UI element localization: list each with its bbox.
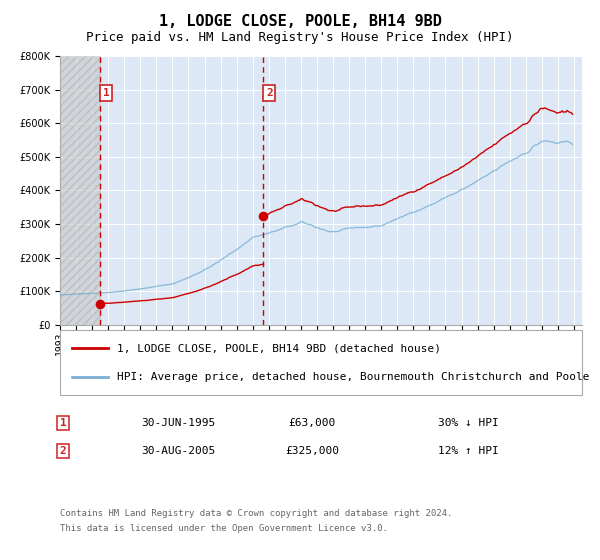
- Text: Price paid vs. HM Land Registry's House Price Index (HPI): Price paid vs. HM Land Registry's House …: [86, 31, 514, 44]
- Text: HPI: Average price, detached house, Bournemouth Christchurch and Poole: HPI: Average price, detached house, Bour…: [117, 372, 589, 382]
- Text: 1, LODGE CLOSE, POOLE, BH14 9BD: 1, LODGE CLOSE, POOLE, BH14 9BD: [158, 14, 442, 29]
- Point: [259, 211, 268, 220]
- Text: £63,000: £63,000: [289, 418, 335, 428]
- Text: 30-JUN-1995: 30-JUN-1995: [141, 418, 215, 428]
- Text: Contains HM Land Registry data © Crown copyright and database right 2024.: Contains HM Land Registry data © Crown c…: [60, 509, 452, 518]
- Text: 1, LODGE CLOSE, POOLE, BH14 9BD (detached house): 1, LODGE CLOSE, POOLE, BH14 9BD (detache…: [117, 343, 441, 353]
- Text: 30% ↓ HPI: 30% ↓ HPI: [438, 418, 499, 428]
- Text: 2: 2: [59, 446, 67, 456]
- Text: 1: 1: [59, 418, 67, 428]
- Text: 12% ↑ HPI: 12% ↑ HPI: [438, 446, 499, 456]
- Text: 1: 1: [103, 88, 109, 98]
- Point: [95, 299, 105, 308]
- Text: This data is licensed under the Open Government Licence v3.0.: This data is licensed under the Open Gov…: [60, 524, 388, 533]
- Text: 30-AUG-2005: 30-AUG-2005: [141, 446, 215, 456]
- Text: £325,000: £325,000: [285, 446, 339, 456]
- Text: 2: 2: [266, 88, 272, 98]
